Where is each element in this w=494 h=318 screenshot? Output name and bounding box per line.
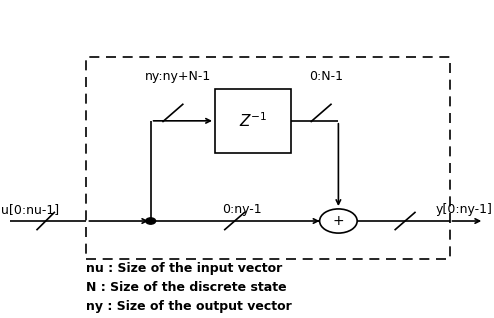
Circle shape: [146, 218, 156, 224]
Text: 0:N-1: 0:N-1: [309, 70, 343, 83]
Text: nu : Size of the input vector: nu : Size of the input vector: [86, 262, 283, 275]
Text: u[0:nu-1]: u[0:nu-1]: [0, 204, 59, 216]
Text: 0:ny-1: 0:ny-1: [222, 204, 262, 216]
Bar: [215, 89, 291, 153]
Text: ny : Size of the output vector: ny : Size of the output vector: [86, 301, 292, 313]
Text: $+$: $+$: [332, 214, 344, 228]
Text: ny:ny+N-1: ny:ny+N-1: [145, 70, 211, 83]
Bar: [86, 57, 450, 259]
Text: $Z^{-1}$: $Z^{-1}$: [239, 112, 267, 130]
Circle shape: [320, 209, 357, 233]
Text: y[0:ny-1]: y[0:ny-1]: [436, 204, 493, 216]
Text: N : Size of the discrete state: N : Size of the discrete state: [86, 281, 287, 294]
